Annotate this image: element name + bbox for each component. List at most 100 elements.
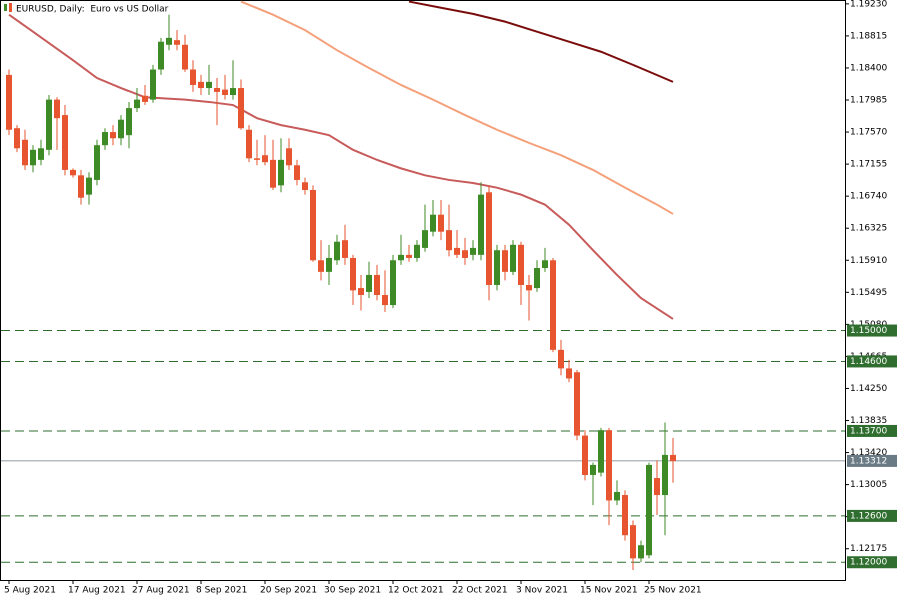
level-label: 1.12600 (850, 511, 887, 521)
candle-body (206, 81, 212, 89)
candle-body (542, 260, 548, 268)
candle-body (214, 88, 220, 92)
candle-body (566, 368, 572, 379)
x-tick-label: 30 Sep 2021 (324, 586, 381, 596)
candle-body (254, 158, 260, 160)
candle-body (510, 244, 516, 272)
candle-body (78, 175, 84, 198)
level-box (847, 556, 897, 569)
candle-body (550, 260, 556, 350)
candle-body (118, 119, 124, 139)
candle-body (622, 495, 628, 536)
candle-body (326, 257, 332, 272)
x-tick-label: 15 Nov 2021 (580, 586, 638, 596)
level-box (847, 424, 897, 437)
candle-body (102, 132, 108, 146)
candle-body (222, 89, 228, 95)
candle-body (6, 74, 12, 130)
candle-body (182, 44, 188, 70)
y-tick-label: 1.19230 (850, 0, 887, 9)
candle-body (414, 244, 420, 258)
candle-body (54, 99, 60, 119)
candle-body (270, 159, 276, 188)
level-label: 1.14600 (850, 357, 887, 367)
candle-body (534, 267, 540, 289)
candle-body (654, 478, 660, 496)
candle-body (614, 491, 620, 501)
candle-body (358, 288, 364, 296)
candle-body (46, 99, 52, 150)
candle-body (630, 525, 636, 559)
x-tick-label: 12 Oct 2021 (388, 586, 444, 596)
candle-body (366, 274, 372, 292)
candle-body (150, 69, 156, 100)
candle-body (398, 254, 404, 261)
candle-body (638, 545, 644, 559)
x-tick-label: 5 Aug 2021 (4, 586, 56, 596)
candle-body (238, 88, 244, 129)
level-label: 1.15000 (850, 326, 887, 336)
y-tick-label: 1.12175 (850, 544, 887, 554)
candle-body (430, 214, 436, 232)
candle-body (374, 274, 380, 296)
candle-body (454, 247, 460, 255)
candle-body (110, 132, 116, 139)
y-tick-label: 1.13005 (850, 480, 887, 490)
candle-body (30, 149, 36, 166)
candle-body (302, 182, 308, 190)
y-tick-label: 1.16325 (850, 224, 887, 234)
level-box (847, 355, 897, 368)
candle-body (142, 95, 148, 102)
candle-body (590, 464, 596, 475)
candle-body (518, 244, 524, 285)
candle-body (262, 155, 268, 163)
x-tick-label: 20 Sep 2021 (260, 586, 317, 596)
current-price-box (847, 454, 897, 467)
candle-body (86, 177, 92, 195)
candle-body (14, 128, 20, 149)
candle-body (478, 194, 484, 255)
candle-body (606, 430, 612, 501)
candle-body (190, 69, 196, 85)
x-tick-label: 3 Nov 2021 (516, 586, 568, 596)
candle-body (422, 230, 428, 248)
level-box (847, 324, 897, 337)
y-tick-label: 1.16740 (850, 192, 887, 202)
candle-body (526, 284, 532, 291)
chart-title: EURUSD, Daily: Euro vs US Dollar (16, 5, 169, 15)
candle-body (350, 257, 356, 291)
y-tick-label: 1.13420 (850, 448, 887, 458)
y-tick-label: 1.17985 (850, 96, 887, 106)
candle-body (318, 260, 324, 272)
candle-body (382, 295, 388, 306)
candle-body (246, 129, 252, 159)
candle-body (462, 250, 468, 258)
candle-body (390, 260, 396, 306)
candle-body (126, 108, 132, 136)
candle-body (334, 241, 340, 261)
candle-body (310, 189, 316, 261)
candle-body (662, 454, 668, 496)
level-label: 1.13700 (850, 426, 887, 436)
y-tick-label: 1.17155 (850, 160, 887, 170)
plot-frame (0, 0, 846, 581)
candle-body (598, 430, 604, 473)
current-price-label: 1.13312 (850, 456, 887, 466)
x-tick-label: 25 Nov 2021 (644, 586, 702, 596)
y-tick-label: 1.14250 (850, 384, 887, 394)
candle-body (38, 148, 44, 160)
candle-body (438, 214, 444, 232)
x-tick-label: 22 Oct 2021 (452, 586, 508, 596)
level-label: 1.12000 (850, 558, 887, 568)
candle-body (446, 230, 452, 251)
candle-body (70, 169, 76, 176)
candle-body (22, 139, 28, 166)
candle-body (486, 192, 492, 285)
candle-body (294, 165, 300, 180)
moving-average (240, 0, 674, 215)
candle-body (230, 88, 236, 95)
candle-body (134, 99, 140, 109)
candle-body (502, 250, 508, 272)
y-tick-label: 1.15495 (850, 288, 887, 298)
